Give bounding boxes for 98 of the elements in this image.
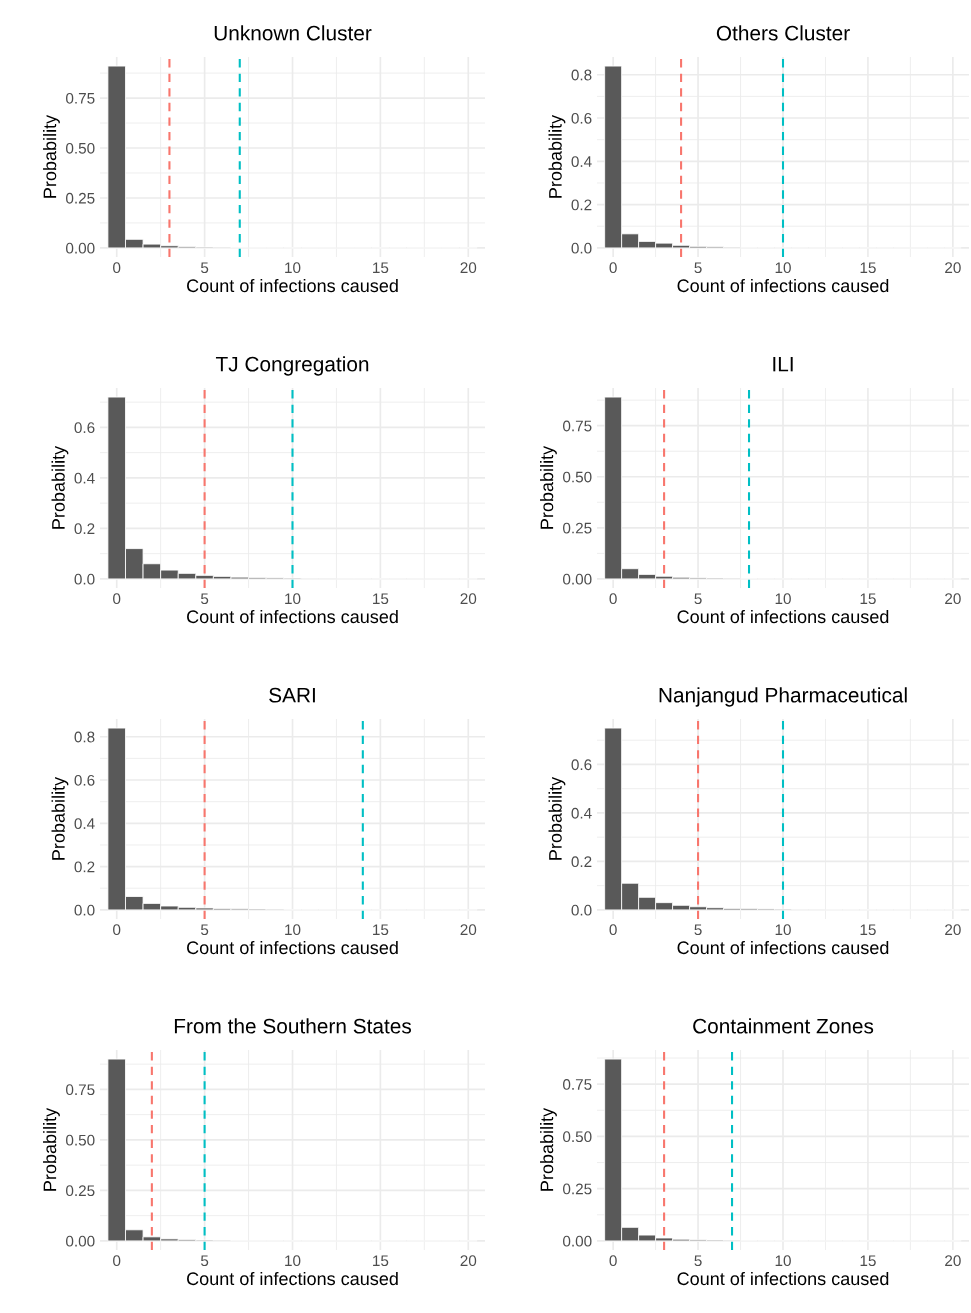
x-tick-label: 0	[609, 262, 617, 274]
y-tick-label: 0.8	[571, 69, 592, 81]
y-axis-title: Probability	[51, 445, 69, 529]
y-tick-label: 0.2	[571, 199, 592, 211]
y-axis-title: Probability	[43, 114, 60, 198]
x-tick-label: 10	[285, 593, 301, 605]
y-tick-label: 0.2	[74, 523, 95, 535]
x-tick-label: 0	[609, 593, 617, 605]
x-tick-label: 15	[860, 924, 876, 936]
y-axis-title: Probability	[548, 776, 566, 860]
x-tick-label: 20	[945, 924, 961, 936]
x-tick-label: 20	[945, 262, 961, 274]
y-tick-label: 0.0	[74, 573, 95, 585]
x-axis-title: Count of infections caused	[187, 1271, 398, 1286]
x-tick-label: 5	[200, 593, 209, 605]
chart-title: Unknown Cluster	[214, 25, 372, 41]
chart-title: TJ Congregation	[215, 356, 369, 376]
y-tick-label: 0.6	[74, 774, 95, 786]
x-tick-label: 20	[945, 1255, 961, 1267]
chart-title: ILI	[773, 357, 793, 372]
x-tick-label: 5	[694, 924, 702, 936]
x-tick-label: 10	[285, 1255, 301, 1267]
y-tick-label: 0.25	[66, 1185, 95, 1197]
y-axis-title: Probability	[548, 114, 566, 198]
chart-title: From the Southern States	[174, 1018, 412, 1034]
y-tick-label: 0.4	[571, 807, 592, 819]
x-tick-label: 0	[609, 924, 617, 936]
x-tick-label: 15	[373, 593, 389, 605]
x-axis-title: Count of infections caused	[187, 278, 398, 293]
x-tick-label: 15	[860, 1255, 876, 1267]
x-axis-title: Count of infections caused	[187, 940, 398, 955]
y-tick-label: 0.2	[571, 856, 592, 868]
y-axis-title: Probability	[540, 1107, 557, 1191]
x-tick-label: 0	[609, 1255, 617, 1267]
chart-title: Others Cluster	[716, 25, 850, 41]
y-tick-label: 0.25	[66, 192, 95, 204]
y-tick-label: 0.50	[66, 1134, 95, 1146]
y-tick-label: 0.50	[563, 471, 592, 483]
x-tick-label: 5	[200, 1255, 209, 1267]
y-tick-label: 0.25	[563, 522, 592, 534]
y-tick-label: 0.75	[66, 92, 95, 104]
x-axis-title: Count of infections caused	[187, 609, 398, 624]
y-tick-label: 0.4	[74, 472, 95, 484]
x-tick-label: 10	[775, 924, 791, 936]
chart-title: Containment Zones	[693, 1018, 874, 1034]
x-tick-label: 10	[285, 262, 301, 274]
x-tick-label: 5	[200, 262, 209, 274]
chart-title: SARI	[269, 687, 315, 703]
y-tick-label: 0.6	[74, 422, 95, 434]
y-tick-label: 0.50	[563, 1131, 592, 1143]
x-tick-label: 0	[113, 924, 121, 936]
x-axis-title: Count of infections caused	[677, 278, 889, 293]
x-tick-label: 10	[775, 262, 791, 274]
y-tick-label: 0.4	[74, 818, 95, 830]
y-tick-label: 0.0	[571, 904, 592, 916]
y-tick-label: 0.4	[571, 156, 592, 168]
y-tick-label: 0.75	[563, 420, 592, 432]
y-tick-label: 0.75	[66, 1084, 95, 1096]
x-tick-label: 20	[460, 924, 477, 936]
y-tick-label: 0.00	[563, 1235, 592, 1247]
y-tick-label: 0.00	[66, 1235, 95, 1247]
y-tick-label: 0.6	[571, 759, 592, 771]
x-tick-label: 5	[694, 1255, 702, 1267]
chart-title: Nanjangud Pharmaceutical	[659, 687, 907, 707]
y-tick-label: 0.00	[66, 242, 95, 254]
x-tick-label: 20	[945, 593, 961, 605]
y-tick-label: 0.0	[74, 904, 95, 916]
y-axis-title: Probability	[540, 445, 557, 529]
x-tick-label: 10	[285, 924, 301, 936]
x-tick-label: 10	[775, 1255, 791, 1267]
x-axis-title: Count of infections caused	[677, 940, 889, 955]
x-tick-label: 5	[200, 924, 209, 936]
x-tick-label: 10	[775, 593, 791, 605]
x-tick-label: 15	[860, 262, 876, 274]
x-tick-label: 15	[373, 1255, 389, 1267]
y-tick-label: 0.2	[74, 861, 95, 873]
x-tick-label: 0	[113, 262, 121, 274]
x-tick-label: 20	[460, 1255, 477, 1267]
y-axis-title: Probability	[51, 776, 69, 860]
x-tick-label: 0	[113, 593, 121, 605]
x-tick-label: 20	[460, 262, 477, 274]
y-axis-title: Probability	[43, 1107, 60, 1191]
y-tick-label: 0.0	[571, 242, 592, 254]
y-tick-label: 0.00	[563, 573, 592, 585]
y-tick-label: 0.50	[66, 142, 95, 154]
x-tick-label: 15	[860, 593, 876, 605]
y-tick-label: 0.25	[563, 1183, 592, 1195]
x-tick-label: 0	[113, 1255, 121, 1267]
y-tick-label: 0.8	[74, 731, 95, 743]
y-tick-label: 0.75	[563, 1079, 592, 1090]
x-axis-title: Count of infections caused	[677, 1271, 889, 1286]
x-tick-label: 15	[373, 262, 389, 274]
x-tick-label: 5	[694, 593, 702, 605]
x-tick-label: 5	[694, 262, 702, 274]
x-tick-label: 15	[373, 924, 389, 936]
y-tick-label: 0.6	[571, 112, 592, 124]
x-axis-title: Count of infections caused	[677, 609, 889, 624]
x-tick-label: 20	[460, 593, 477, 605]
